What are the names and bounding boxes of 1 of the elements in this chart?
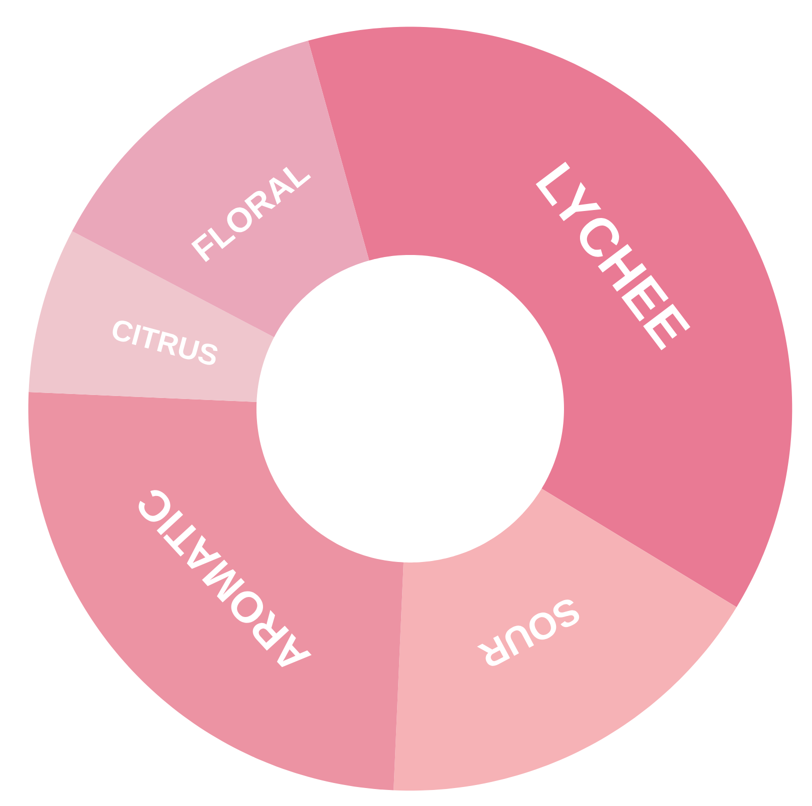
slice-label: CITRUS — [112, 320, 218, 366]
